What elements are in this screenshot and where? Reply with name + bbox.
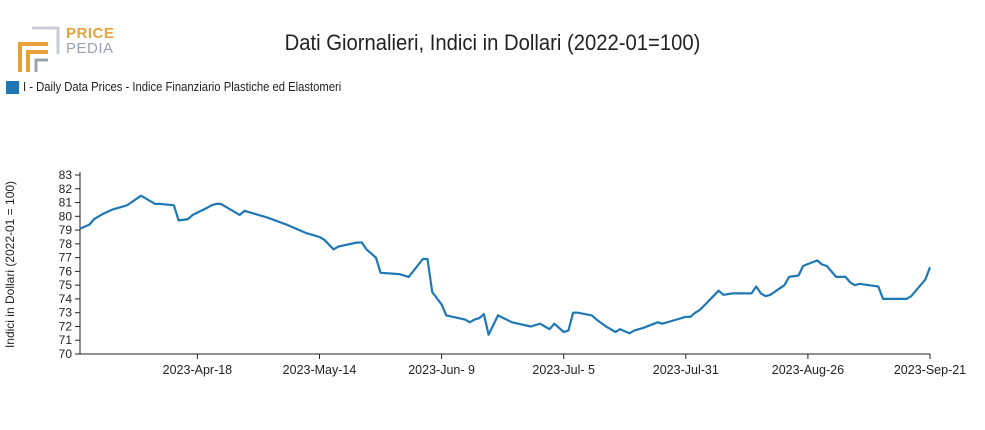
y-tick-label: 77 [59, 251, 73, 265]
x-tick-label: 2023-Apr-18 [163, 363, 233, 377]
x-tick-label: 2023-Sep-21 [894, 363, 966, 377]
x-tick-label: 2023-Jun- 9 [408, 363, 475, 377]
y-tick-label: 76 [59, 264, 73, 278]
logo-line2: PEDIA [66, 40, 114, 57]
y-tick-label: 83 [59, 168, 73, 182]
y-tick-label: 75 [59, 278, 73, 292]
logo-text: PRICE PEDIA [66, 26, 114, 56]
y-tick-label: 80 [59, 209, 73, 223]
pricepedia-logo [18, 26, 60, 72]
x-tick-label: 2023-Jul- 5 [532, 363, 595, 377]
chart-title: Dati Giornalieri, Indici in Dollari (202… [284, 30, 701, 55]
y-axis-label: Indici in Dollari (2022-01 = 100) [3, 181, 17, 348]
legend-label: I - Daily Data Prices - Indice Finanziar… [23, 80, 342, 94]
legend[interactable]: I - Daily Data Prices - Indice Finanziar… [6, 80, 377, 94]
y-tick-label: 70 [59, 347, 73, 361]
x-tick-label: 2023-Aug-26 [772, 363, 844, 377]
y-tick-label: 81 [59, 196, 73, 210]
x-tick-label: 2023-May-14 [283, 363, 357, 377]
legend-swatch [6, 80, 19, 94]
y-tick-label: 79 [59, 223, 73, 237]
y-tick-label: 73 [59, 306, 73, 320]
x-tick-label: 2023-Jul-31 [653, 363, 719, 377]
y-tick-label: 71 [59, 333, 73, 347]
y-tick-label: 78 [59, 237, 73, 251]
y-tick-label: 74 [59, 292, 73, 306]
series-line [79, 194, 932, 336]
y-tick-label: 82 [59, 182, 73, 196]
y-tick-label: 72 [59, 319, 73, 333]
logo-line1: PRICE [66, 25, 115, 42]
